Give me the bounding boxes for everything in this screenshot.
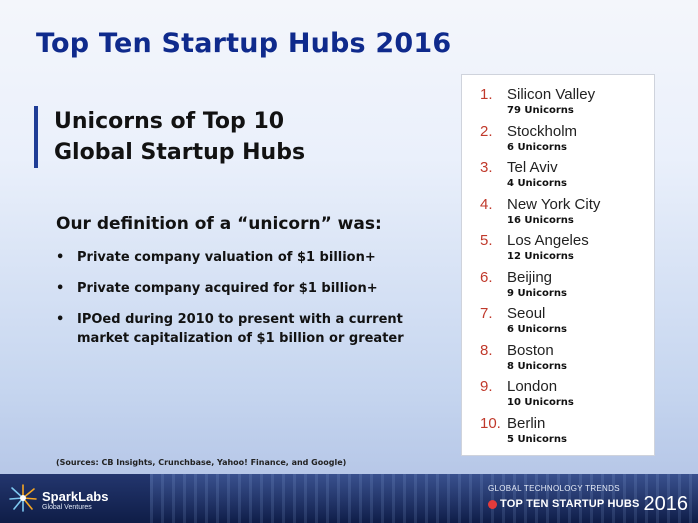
city-name: Los Angeles xyxy=(507,232,589,249)
rank-number: 10. xyxy=(480,414,501,432)
rankings-panel: 1. Silicon Valley 79 Unicorns 2. Stockho… xyxy=(461,74,655,456)
ranking-item: 1. Silicon Valley 79 Unicorns xyxy=(462,86,654,123)
report-series: GLOBAL TECHNOLOGY TRENDS xyxy=(488,484,620,493)
city-name: Stockholm xyxy=(507,122,578,140)
rank-number: 5. xyxy=(480,232,493,249)
unicorn-count: 4 Unicorns xyxy=(507,178,567,189)
city-name: Beijing xyxy=(507,268,553,286)
footer-banner: SparkLabs Global Ventures GLOBAL TECHNOL… xyxy=(0,474,698,523)
definition-item: • Private company valuation of $1 billio… xyxy=(56,248,436,267)
rank-number: 1. xyxy=(480,86,493,103)
report-name: TOP TEN STARTUP HUBS xyxy=(500,498,640,510)
rank-number: 9. xyxy=(480,378,493,395)
bullet-icon: • xyxy=(56,281,65,296)
definition-text: IPOed during 2010 to present with a curr… xyxy=(77,312,404,346)
unicorn-count: 16 Unicorns xyxy=(507,214,574,226)
unicorn-count: 8 Unicorns xyxy=(507,360,567,372)
definition-item: • Private company acquired for $1 billio… xyxy=(56,279,436,298)
report-brand: GLOBAL TECHNOLOGY TRENDS TOP TEN STARTUP… xyxy=(488,484,688,514)
ranking-item: 8. Boston 8 Unicorns xyxy=(462,342,654,379)
unicorn-count: 6 Unicorns xyxy=(507,324,567,335)
definition-item: • IPOed during 2010 to present with a cu… xyxy=(56,310,436,348)
rank-number: 2. xyxy=(480,122,493,140)
rank-number: 7. xyxy=(480,305,493,322)
city-name: Silicon Valley xyxy=(507,86,596,103)
bullet-icon: • xyxy=(56,250,65,265)
sources-note: (Sources: CB Insights, Crunchbase, Yahoo… xyxy=(56,458,347,467)
city-name: London xyxy=(507,378,558,395)
rank-number: 8. xyxy=(480,341,493,359)
report-year: 2016 xyxy=(643,493,689,515)
ranking-item: 4. New York City 16 Unicorns xyxy=(462,196,654,233)
definition-text: Private company valuation of $1 billion+ xyxy=(77,250,376,265)
logo-wordmark: SparkLabs Global Ventures xyxy=(42,488,109,511)
unicorn-count: 10 Unicorns xyxy=(507,397,574,408)
city-name: Berlin xyxy=(507,414,546,432)
cityscape-image xyxy=(150,474,698,523)
ranking-item: 2. Stockholm 6 Unicorns xyxy=(462,123,654,160)
definition-list: • Private company valuation of $1 billio… xyxy=(56,248,436,360)
bullet-icon: • xyxy=(56,312,65,327)
slide-title: Top Ten Startup Hubs 2016 xyxy=(36,28,452,59)
ranking-item: 6. Beijing 9 Unicorns xyxy=(462,269,654,306)
city-name: New York City xyxy=(507,195,601,213)
section-heading: Unicorns of Top 10 Global Startup Hubs xyxy=(34,106,305,168)
definition-heading: Our definition of a “unicorn” was: xyxy=(56,214,382,234)
rankings-list: 1. Silicon Valley 79 Unicorns 2. Stockho… xyxy=(462,75,654,451)
logo-tagline: Global Ventures xyxy=(42,503,92,511)
sparklabs-logo: SparkLabs Global Ventures xyxy=(8,484,108,516)
ranking-item: 7. Seoul 6 Unicorns xyxy=(462,305,654,342)
unicorn-count: 9 Unicorns xyxy=(507,287,567,299)
report-title-row: TOP TEN STARTUP HUBS 2016 xyxy=(488,494,688,514)
ranking-item: 9. London 10 Unicorns xyxy=(462,378,654,415)
unicorn-count: 79 Unicorns xyxy=(507,105,574,116)
section-heading-line-2: Global Startup Hubs xyxy=(54,140,306,165)
rank-number: 3. xyxy=(480,159,493,176)
rank-number: 4. xyxy=(480,195,493,213)
logo-name: SparkLabs xyxy=(42,488,109,504)
city-name: Boston xyxy=(507,341,554,359)
rank-number: 6. xyxy=(480,268,493,286)
badge-icon xyxy=(488,499,498,509)
ranking-item: 10. Berlin 5 Unicorns xyxy=(462,415,654,452)
unicorn-count: 5 Unicorns xyxy=(507,433,567,445)
city-name: Seoul xyxy=(507,305,546,322)
unicorn-count: 6 Unicorns xyxy=(507,141,567,153)
ranking-item: 5. Los Angeles 12 Unicorns xyxy=(462,232,654,269)
section-heading-line-1: Unicorns of Top 10 xyxy=(54,109,285,134)
definition-text: Private company acquired for $1 billion+ xyxy=(77,281,378,296)
city-name: Tel Aviv xyxy=(507,159,558,176)
unicorn-count: 12 Unicorns xyxy=(507,251,574,262)
ranking-item: 3. Tel Aviv 4 Unicorns xyxy=(462,159,654,196)
starburst-icon xyxy=(8,483,38,517)
